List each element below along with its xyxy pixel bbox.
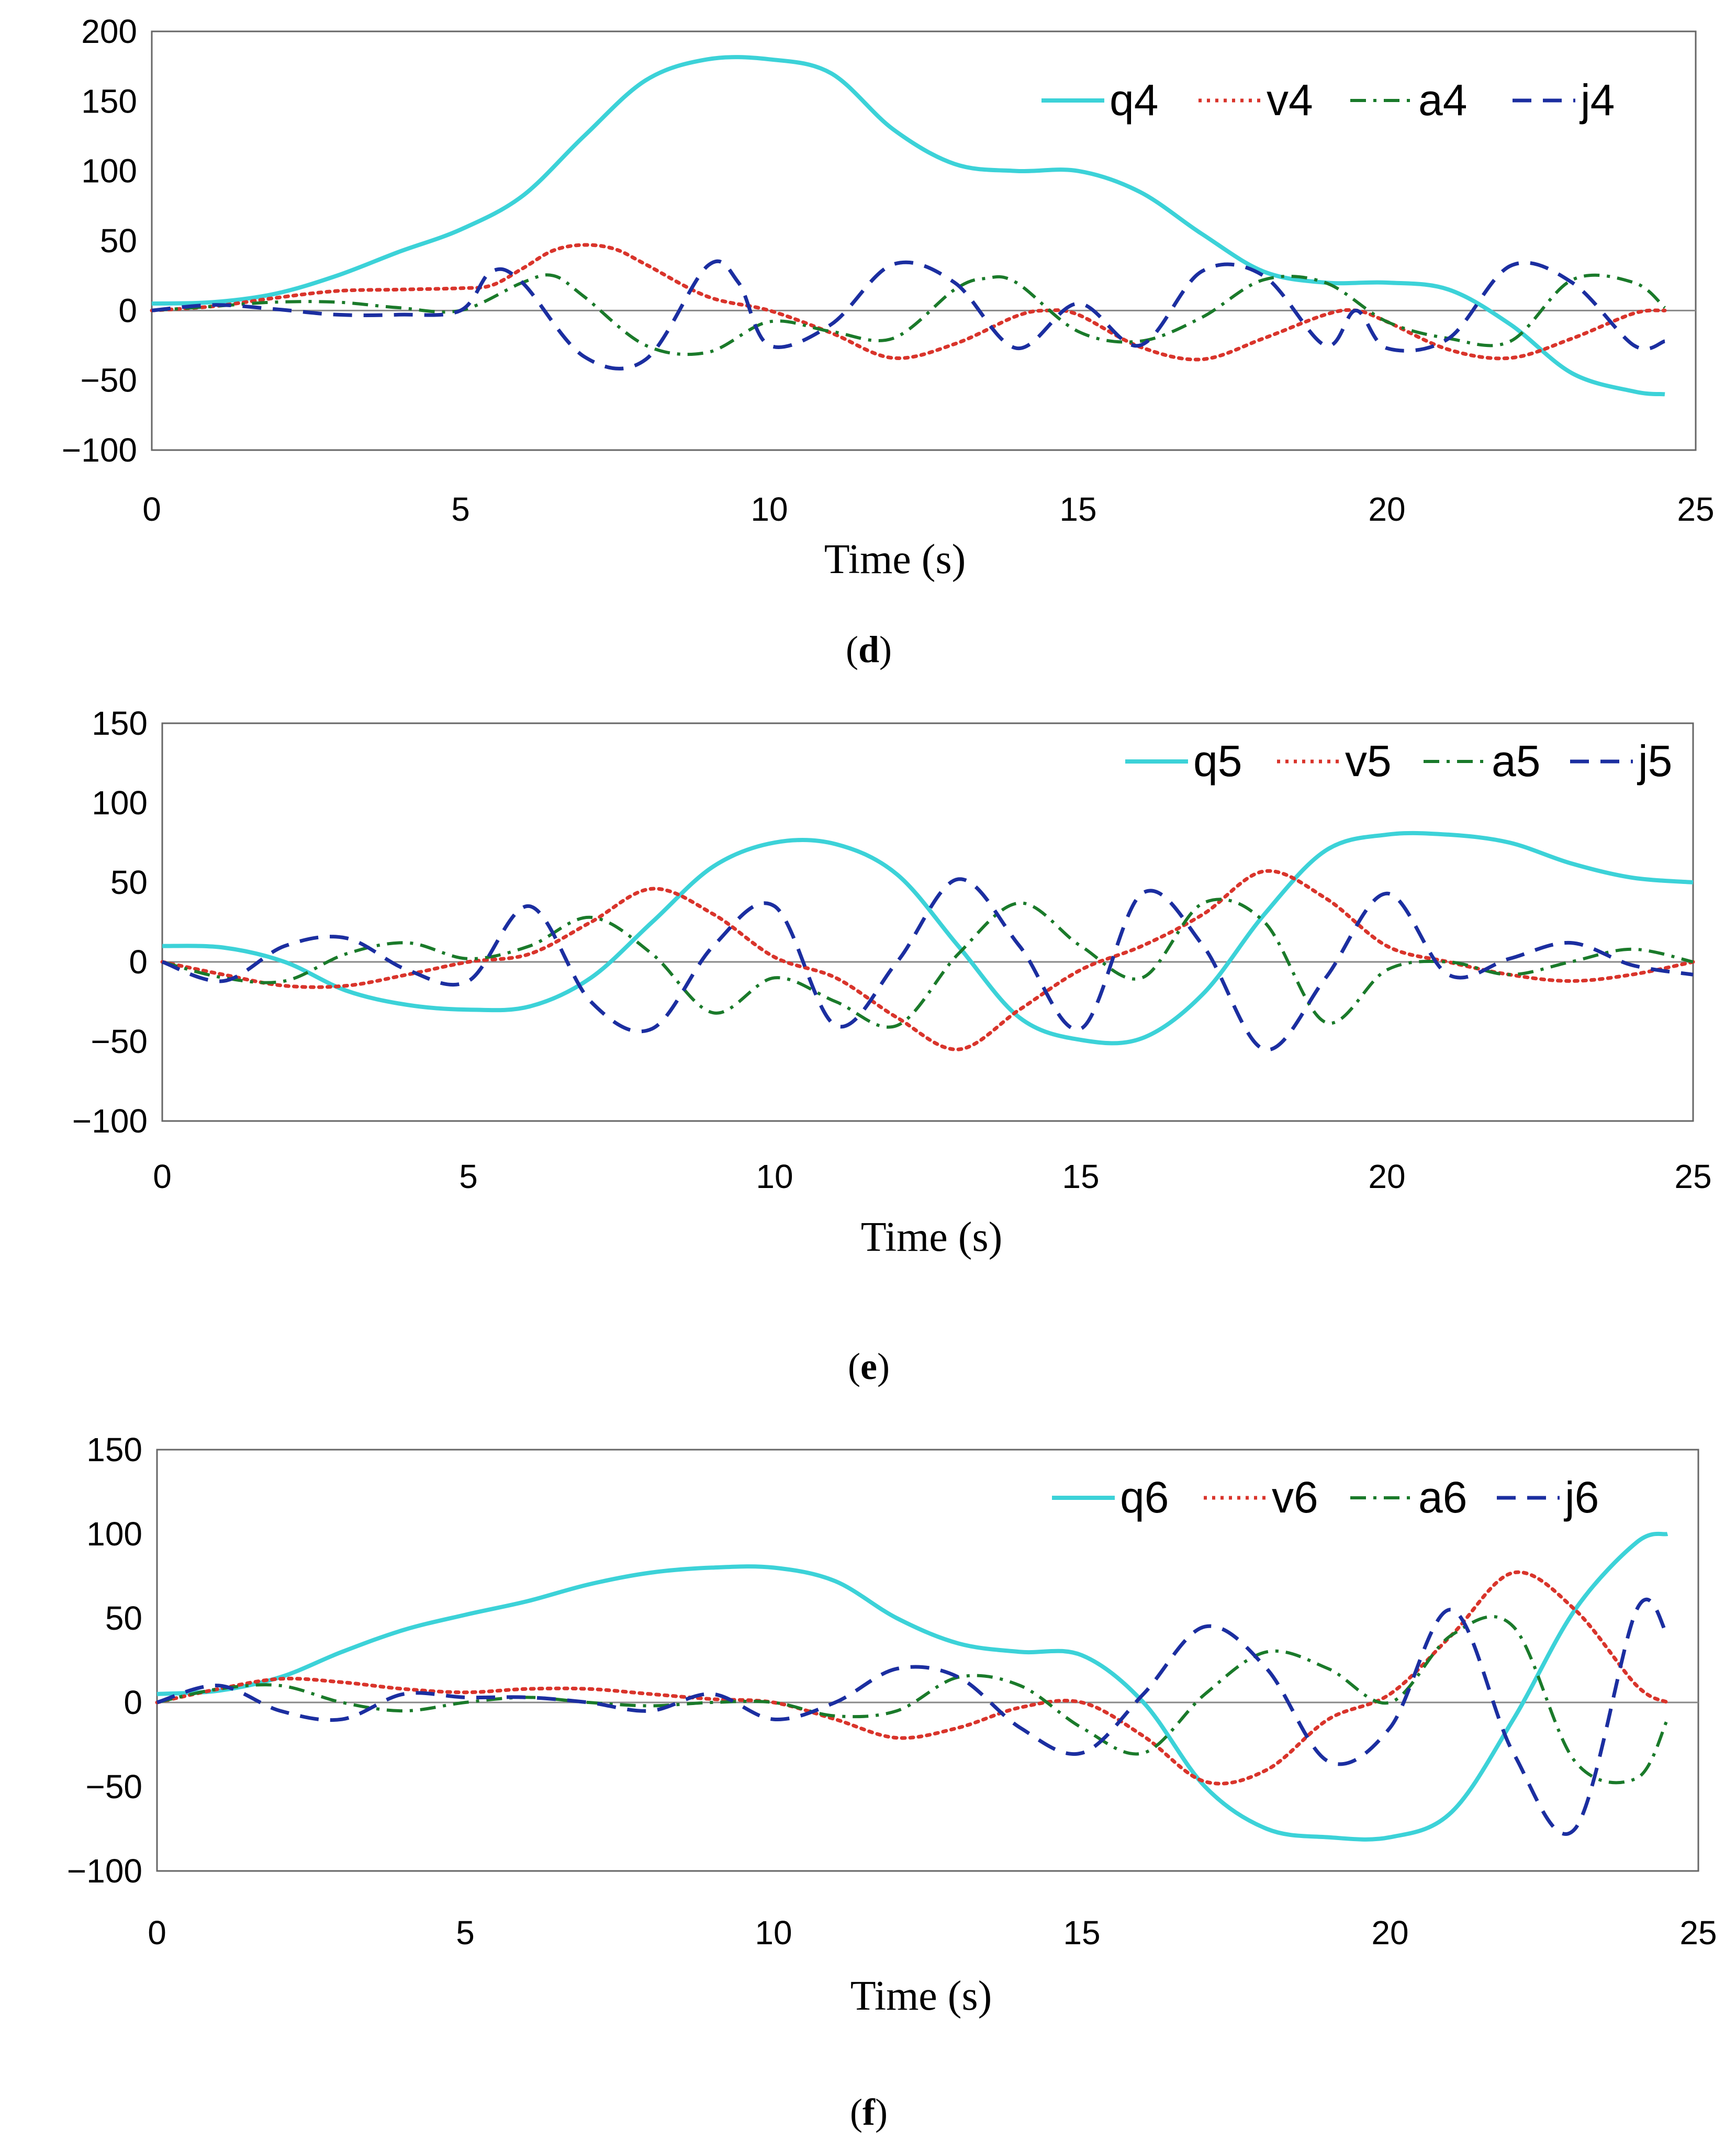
plot-area-f: [156, 1449, 1699, 1872]
x-tick-label: 10: [751, 490, 788, 528]
x-tick-label: 20: [1368, 490, 1405, 528]
y-tick-label: −50: [91, 1023, 148, 1060]
legend-d: q4 v4 a4 j4: [1041, 75, 1615, 125]
legend-f: q6 v6 a6 j6: [1052, 1473, 1599, 1522]
legend-label-a5: a5: [1492, 736, 1540, 786]
y-tick-label: −100: [72, 1102, 148, 1140]
series-line-q6: [156, 1531, 1668, 1842]
series-layer-f: [155, 1531, 1670, 1842]
panel-letter-f: f: [863, 2091, 876, 2133]
panel-label-d: (d): [846, 629, 892, 670]
legend-label-q4: q4: [1110, 75, 1158, 125]
series-line-q4: [151, 55, 1665, 397]
x-tick-label: 15: [1059, 490, 1096, 528]
y-tick-label: 100: [81, 152, 137, 190]
x-tick-label: 0: [153, 1158, 172, 1195]
legend-label-j6: j6: [1563, 1473, 1599, 1522]
panel-e: 150 100 50 0 −50 −100 0 5 10 15 20 25 q5 v5 a5 j5 Tim…: [72, 704, 1712, 1387]
y-tick-label: 100: [92, 784, 148, 822]
series-layer-d: [150, 55, 1667, 397]
x-tick-label: 10: [756, 1158, 793, 1195]
y-tick-label: 100: [86, 1515, 142, 1553]
y-tick-label: −100: [67, 1852, 142, 1890]
legend-label-j5: j5: [1637, 736, 1672, 786]
y-tick-label: 0: [124, 1684, 142, 1721]
series-line-v5: [160, 869, 1695, 1051]
panel-label-f: (f): [850, 2091, 888, 2133]
legend-label-q6: q6: [1120, 1473, 1169, 1522]
y-tick-label: 0: [118, 292, 137, 329]
y-tick-label: 200: [81, 13, 137, 50]
legend-label-q5: q5: [1193, 736, 1242, 786]
x-tick-label: 5: [456, 1914, 475, 1952]
y-tick-label: 150: [92, 704, 148, 742]
x-tick-label: 25: [1677, 490, 1714, 528]
y-axis-f: 150 100 50 0 −50 −100: [67, 1431, 1698, 1890]
x-tick-label: 5: [451, 490, 470, 528]
y-axis-e: 150 100 50 0 −50 −100: [72, 704, 1693, 1140]
series-line-q5: [162, 831, 1694, 1046]
legend-label-a6: a6: [1418, 1473, 1467, 1522]
panel-letter-d: d: [858, 629, 879, 670]
series-line-j6: [156, 1597, 1669, 1836]
series-line-j5: [161, 877, 1694, 1052]
x-axis-label-f: Time (s): [850, 1973, 992, 2019]
legend-e: q5 v5 a5 j5: [1125, 736, 1672, 786]
y-tick-label: 50: [100, 222, 137, 260]
x-tick-label: 25: [1679, 1914, 1717, 1952]
series-line-a4: [151, 273, 1666, 356]
legend-label-j4: j4: [1579, 75, 1615, 125]
y-tick-label: −100: [62, 431, 137, 469]
x-axis-d: 0 5 10 15 20 25: [142, 490, 1714, 528]
panel-letter-e: e: [860, 1346, 877, 1387]
series-line-a5: [162, 898, 1694, 1029]
x-tick-label: 20: [1371, 1914, 1408, 1952]
series-line-j4: [151, 259, 1666, 371]
y-axis-d: 200 150 100 50 0 −100 −50: [62, 13, 1696, 469]
legend-label-v6: v6: [1272, 1473, 1318, 1522]
y-tick-label: 0: [129, 943, 148, 981]
series-layer-e: [160, 831, 1695, 1052]
x-tick-label: 0: [142, 490, 161, 528]
plot-area-e: [161, 722, 1694, 1122]
x-tick-label: 0: [148, 1914, 166, 1952]
panel-label-e: (e): [848, 1346, 890, 1387]
x-axis-f: 0 5 10 15 20 25: [148, 1914, 1717, 1952]
y-tick-label: −50: [85, 1768, 142, 1806]
legend-label-a4: a4: [1418, 75, 1467, 125]
y-tick-label: −50: [80, 362, 137, 399]
x-axis-e: 0 5 10 15 20 25: [153, 1158, 1711, 1195]
y-tick-label: 50: [105, 1599, 142, 1637]
y-tick-label: 50: [110, 864, 148, 901]
panel-f: 150 100 50 0 −50 −100 0 5 10 15 20 25 q6 v6 a6 j6 Tim…: [67, 1431, 1717, 2133]
x-tick-label: 20: [1368, 1158, 1405, 1195]
x-tick-label: 5: [459, 1158, 478, 1195]
x-tick-label: 10: [755, 1914, 792, 1952]
x-tick-label: 15: [1063, 1914, 1100, 1952]
legend-label-v4: v4: [1267, 75, 1313, 125]
x-tick-label: 15: [1062, 1158, 1099, 1195]
x-axis-label-e: Time (s): [861, 1214, 1002, 1260]
y-tick-label: 150: [81, 82, 137, 120]
y-tick-label: 150: [86, 1431, 142, 1469]
plot-area-d: [151, 30, 1697, 451]
legend-label-v5: v5: [1345, 736, 1392, 786]
x-tick-label: 25: [1674, 1158, 1711, 1195]
x-axis-label-d: Time (s): [824, 536, 966, 582]
